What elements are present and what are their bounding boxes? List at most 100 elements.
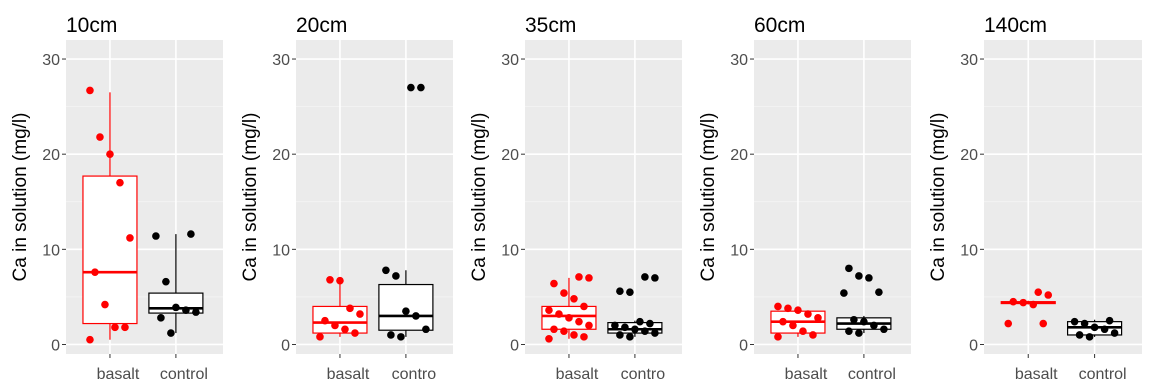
data-point [845, 264, 853, 273]
y-tick-label: 20 [960, 147, 978, 164]
data-point [402, 307, 410, 315]
data-point [341, 325, 349, 334]
y-tick-label: 20 [42, 147, 60, 164]
panel-background [525, 40, 682, 354]
data-point [611, 321, 619, 330]
y-tick-label: 0 [969, 337, 978, 354]
x-tick-label: basalt [327, 366, 370, 383]
panel-background [984, 40, 1142, 354]
x-tick-label: basalt [97, 366, 140, 383]
x-tick-label: control [1079, 366, 1127, 383]
series-basalt [770, 302, 826, 341]
data-point [616, 287, 624, 296]
data-point [422, 325, 430, 334]
data-point [331, 321, 339, 330]
data-point [96, 133, 104, 141]
box [378, 283, 434, 331]
data-point [585, 274, 593, 282]
data-point [845, 327, 853, 335]
y-tick-label: 30 [272, 52, 290, 69]
data-point [417, 83, 425, 92]
data-point [1105, 316, 1114, 325]
data-point [580, 333, 588, 341]
data-point [1080, 319, 1089, 328]
x-tick-label: contro [621, 366, 666, 383]
data-point [101, 300, 109, 309]
y-axis-label: Ca in solution (mg/l) [240, 113, 261, 282]
y-tick-label: 10 [960, 242, 978, 259]
data-point [575, 317, 583, 326]
data-point [1070, 317, 1079, 326]
data-point [167, 329, 175, 337]
data-point [804, 310, 812, 318]
y-tick-label: 10 [42, 242, 60, 259]
data-point [397, 333, 405, 341]
y-tick-label: 0 [739, 337, 748, 354]
data-point [875, 288, 883, 296]
panel-title: 10cm [66, 14, 117, 37]
data-point [865, 274, 873, 282]
series-basalt [1000, 288, 1056, 328]
panel-background [754, 40, 911, 354]
y-tick-label: 0 [51, 337, 60, 354]
y-tick-label: 10 [501, 242, 519, 259]
data-point [555, 310, 563, 318]
data-point [1110, 329, 1119, 337]
data-point [585, 321, 593, 330]
data-point [86, 86, 94, 95]
y-tick-label: 30 [501, 52, 519, 69]
data-point [326, 275, 334, 284]
y-axis-label: Ca in solution (mg/l) [698, 113, 719, 282]
data-point [382, 266, 390, 275]
y-tick-label: 20 [501, 147, 519, 164]
data-point [570, 295, 578, 303]
data-point [631, 325, 639, 334]
data-point [351, 329, 359, 337]
data-point [407, 83, 415, 92]
data-point [870, 321, 878, 330]
data-point [621, 323, 629, 332]
data-point [1019, 298, 1028, 307]
data-point [1034, 288, 1043, 296]
panel-35cm: 35cm Ca in solution (mg/l) 0 10 20 30 basalt co… [469, 14, 682, 383]
panel-10cm: 10cm Ca in solution (mg/l) 0 10 20 30 basalt co… [10, 14, 223, 383]
data-point [565, 314, 573, 322]
data-point [412, 312, 420, 320]
data-point [774, 302, 782, 311]
data-point [91, 268, 99, 276]
y-tick-label: 0 [510, 337, 519, 354]
x-tick-label: basalt [785, 366, 828, 383]
panel-title: 20cm [296, 14, 347, 37]
data-point [321, 316, 329, 325]
data-point [580, 302, 588, 311]
y-tick-label: 0 [281, 337, 290, 354]
data-point [550, 325, 558, 334]
data-point [1044, 291, 1053, 299]
data-point [126, 234, 134, 242]
data-point [570, 331, 578, 339]
data-point [850, 315, 858, 324]
data-point [1100, 325, 1109, 334]
data-point [651, 329, 659, 337]
data-point [356, 310, 364, 318]
y-tick-label: 30 [960, 52, 978, 69]
data-point [172, 303, 180, 312]
x-tick-label: basalt [1015, 366, 1058, 383]
data-point [789, 321, 797, 330]
data-point [636, 317, 644, 326]
data-point [106, 150, 114, 158]
series-contro [607, 273, 663, 341]
data-point [774, 333, 782, 341]
data-point [1090, 323, 1099, 332]
y-tick-label: 20 [730, 147, 748, 164]
panel-title: 140cm [984, 14, 1047, 37]
data-point [616, 331, 624, 339]
series-contro [378, 83, 434, 341]
data-point [641, 273, 649, 281]
y-axis-label: Ca in solution (mg/l) [469, 113, 490, 282]
data-point [1029, 300, 1038, 309]
series-control [148, 230, 204, 337]
data-point [152, 232, 160, 240]
data-point [192, 308, 200, 316]
data-point [182, 306, 190, 315]
